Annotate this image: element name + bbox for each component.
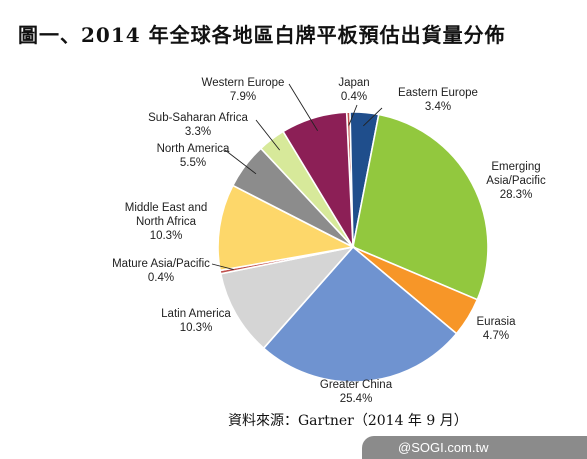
pie-slice-middle-east-and-north-africa xyxy=(217,184,356,272)
slice-label: North America 5.5% xyxy=(157,143,230,169)
source-note: 資料來源：Gartner（2014 年 9 月） xyxy=(228,413,468,429)
leader-line xyxy=(362,107,383,127)
slice-label: Greater China 25.4% xyxy=(320,379,393,405)
slice-label: Western Europe 7.9% xyxy=(202,77,285,103)
slice-label: Eurasia 4.7% xyxy=(477,316,517,342)
leader-line xyxy=(211,263,234,271)
leader-line xyxy=(224,149,257,175)
chart-title: 圖一、2014 年全球各地區白牌平板預估出貨量分佈 xyxy=(18,23,506,47)
slice-label: Latin America 10.3% xyxy=(161,308,231,334)
pie-slice-greater-china xyxy=(262,245,458,383)
slice-label: Emerging Asia/Pacific 28.3% xyxy=(486,161,546,201)
leader-line xyxy=(255,119,281,151)
slice-label: Eastern Europe 3.4% xyxy=(398,87,478,113)
leader-line xyxy=(348,104,358,126)
slice-label: Mature Asia/Pacific 0.4% xyxy=(112,258,210,284)
leader-lines xyxy=(211,83,383,271)
leader-line xyxy=(288,83,318,132)
pie-slice-emerging-asia-pacific xyxy=(352,113,489,301)
pie-slice-western-europe xyxy=(282,111,354,248)
slice-label: Middle East and North Africa 10.3% xyxy=(125,202,207,242)
pie-slice-latin-america xyxy=(219,245,356,350)
slice-label: Japan 0.4% xyxy=(338,77,369,103)
slice-labels: Japan 0.4% Eastern Europe 3.4% Emerging Asia/… xyxy=(112,77,546,405)
pie-slices xyxy=(217,111,489,383)
slice-label: Sub-Saharan Africa 3.3% xyxy=(148,112,248,138)
watermark: @SOGI.com.tw xyxy=(362,436,587,459)
